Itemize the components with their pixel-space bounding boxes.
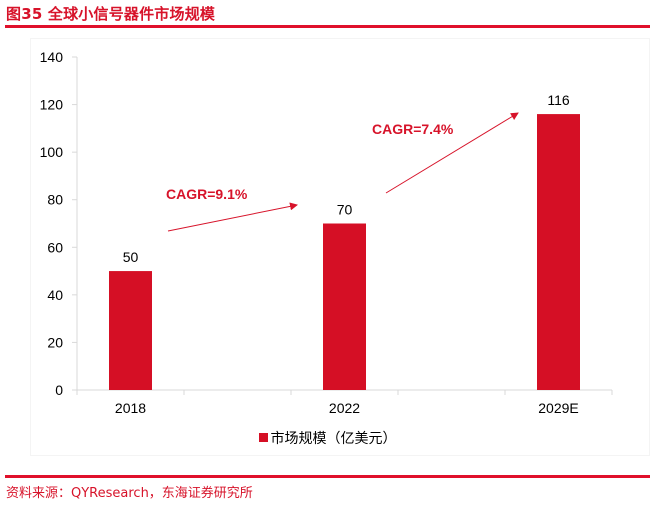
data-label-2018: 50 bbox=[123, 249, 139, 265]
y-tick-label: 40 bbox=[47, 287, 63, 303]
data-label-2029E: 116 bbox=[547, 92, 570, 108]
y-tick-label: 0 bbox=[55, 382, 63, 398]
bar-2018 bbox=[109, 271, 152, 390]
legend-swatch bbox=[258, 433, 268, 442]
x-tick-label-2018: 2018 bbox=[115, 400, 146, 416]
y-tick-label: 80 bbox=[47, 192, 63, 208]
cagr-label: CAGR=9.1% bbox=[166, 186, 248, 202]
bar-2029E bbox=[537, 114, 580, 390]
figure-title: 图35 全球小信号器件市场规模 bbox=[6, 5, 216, 23]
y-tick-label: 120 bbox=[40, 97, 64, 113]
y-tick-label: 20 bbox=[47, 334, 63, 350]
data-label-2022: 70 bbox=[337, 202, 353, 218]
title-divider bbox=[5, 25, 650, 28]
cagr-label: CAGR=7.4% bbox=[372, 121, 454, 137]
y-tick-label: 140 bbox=[40, 49, 64, 65]
y-tick-label: 100 bbox=[40, 144, 64, 160]
cagr-arrow bbox=[167, 202, 298, 232]
bar-2022 bbox=[323, 223, 366, 390]
y-tick-label: 60 bbox=[47, 239, 63, 255]
legend-label: 市场规模（亿美元） bbox=[270, 431, 397, 447]
chart-legend: 市场规模（亿美元） bbox=[0, 428, 655, 448]
x-tick-label-2029E: 2029E bbox=[538, 400, 578, 416]
source-note: 资料来源：QYResearch，东海证券研究所 bbox=[6, 486, 253, 501]
x-tick-label-2022: 2022 bbox=[329, 400, 360, 416]
source-divider bbox=[5, 475, 650, 478]
chart-frame bbox=[30, 38, 650, 456]
cagr-arrow bbox=[385, 112, 519, 194]
